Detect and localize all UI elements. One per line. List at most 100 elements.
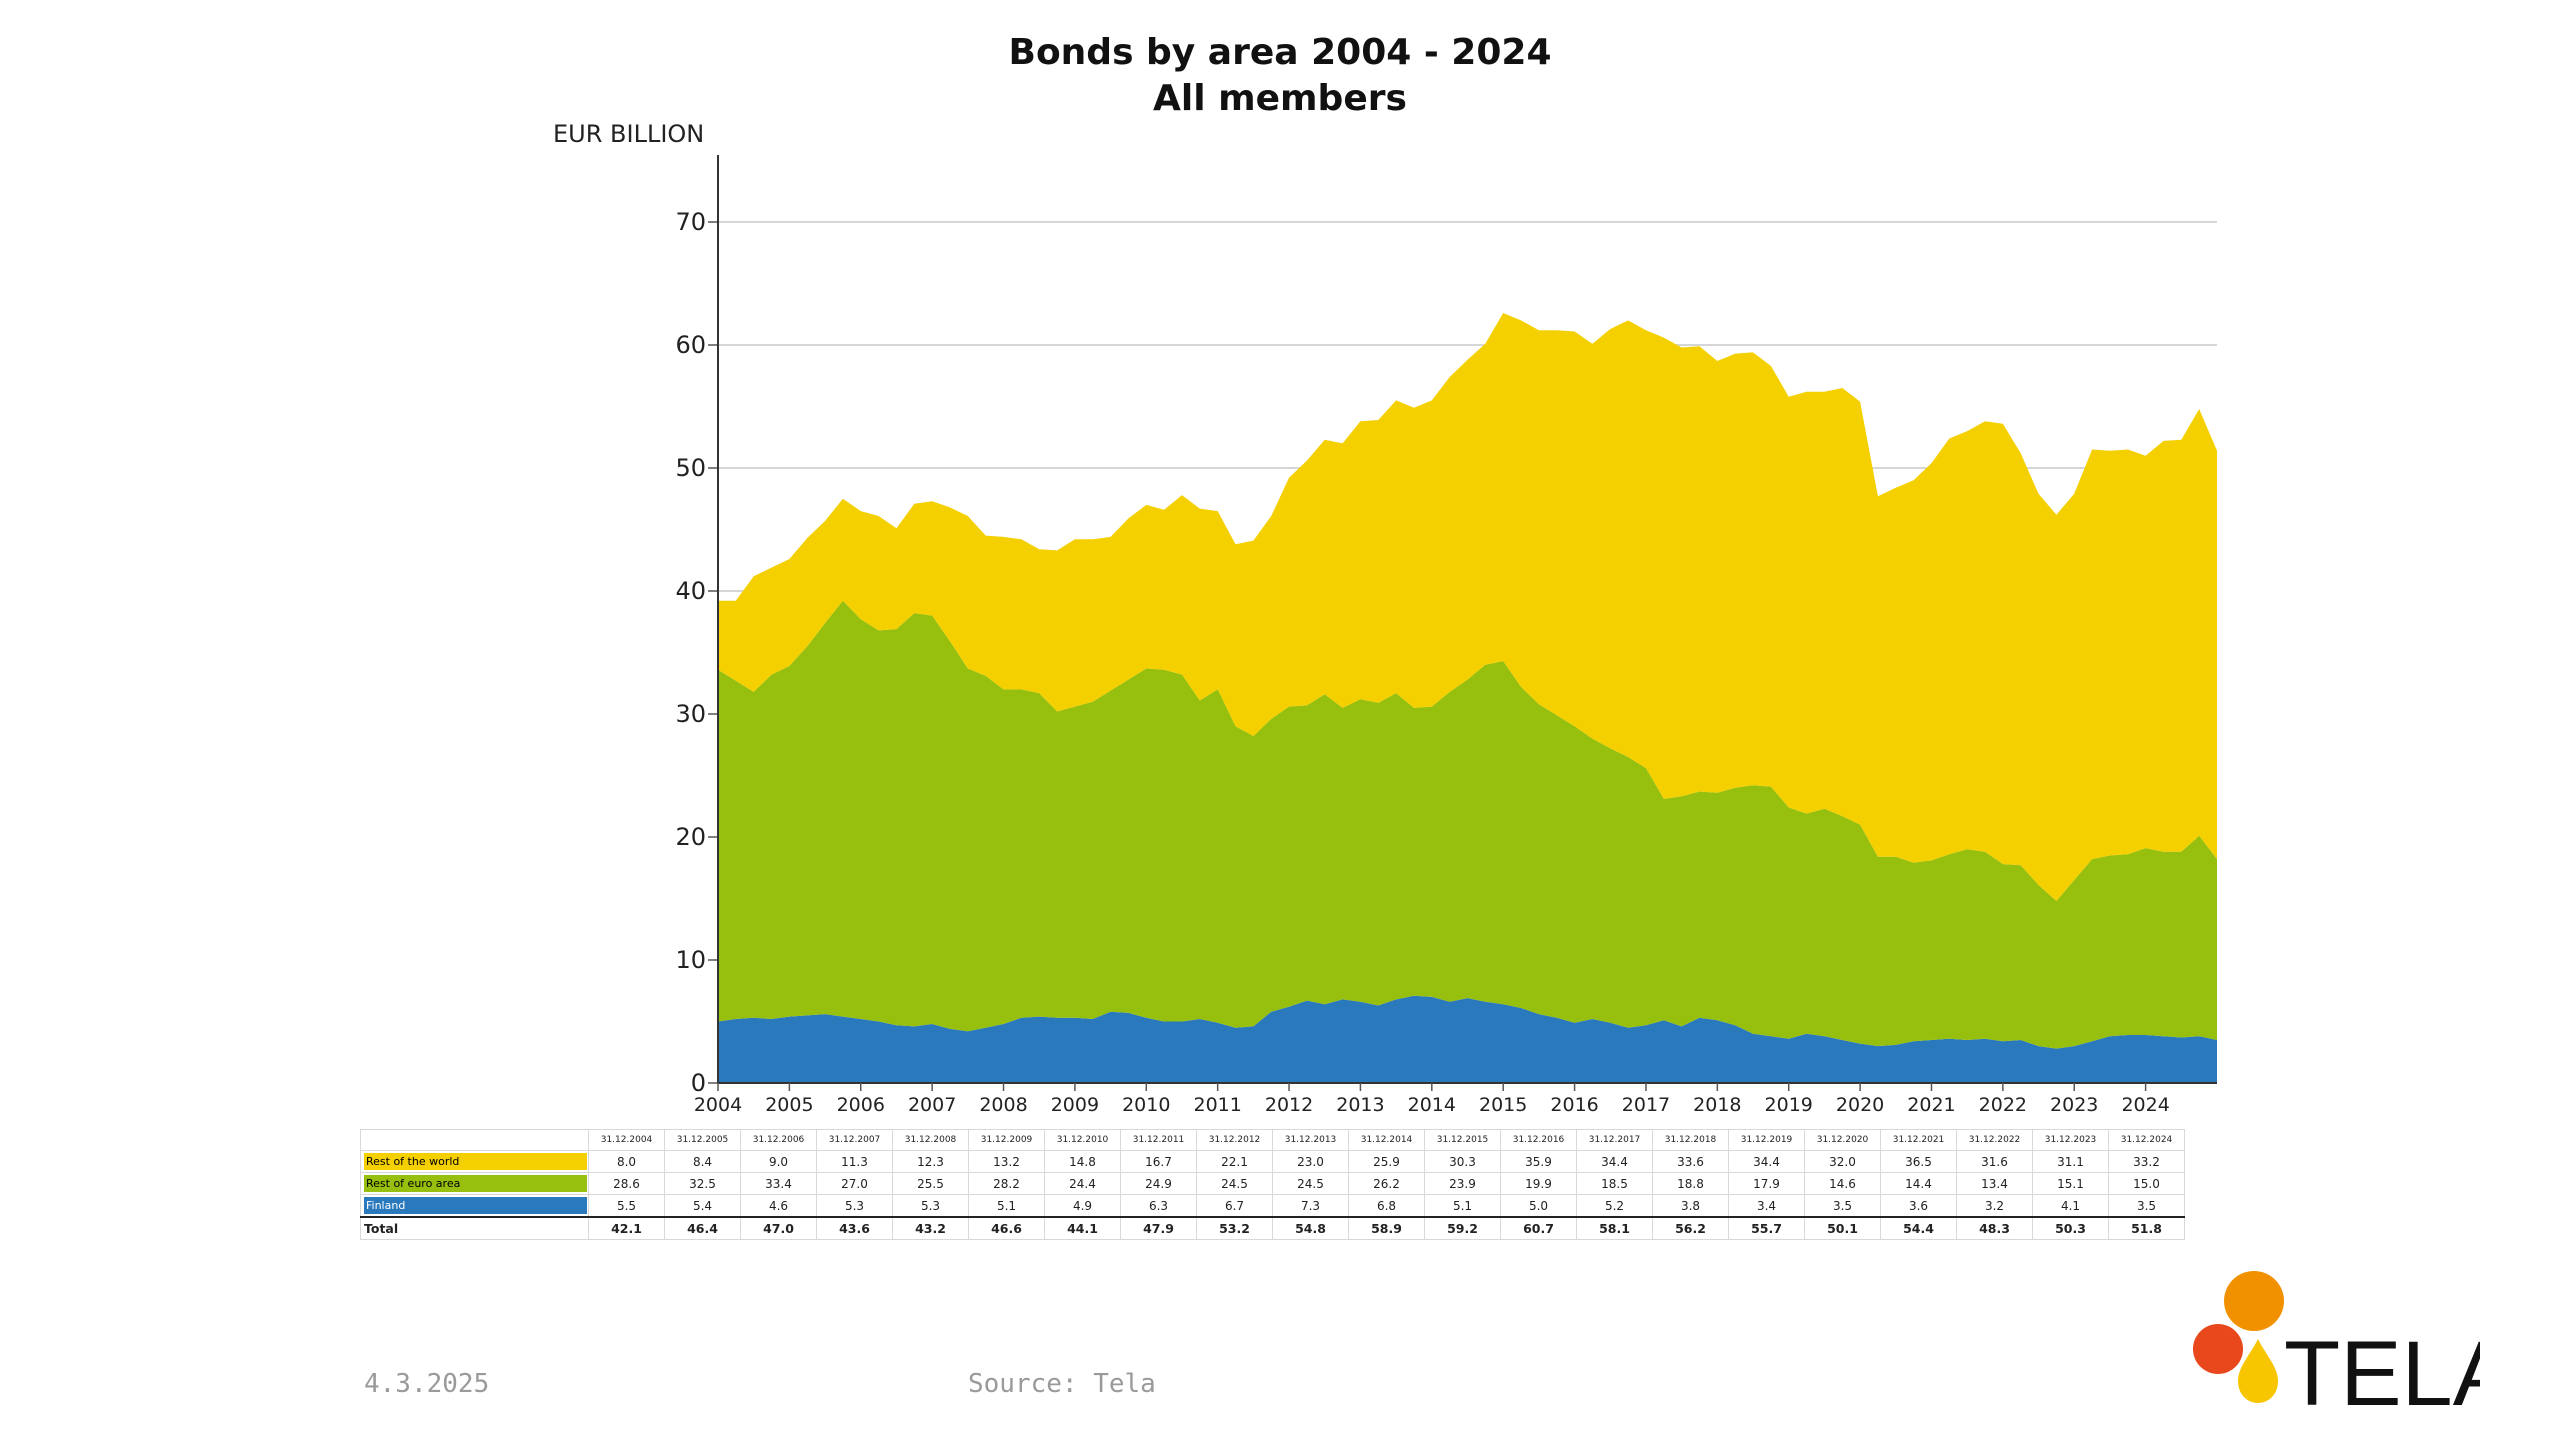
table-total-cell: 51.8 bbox=[2108, 1216, 2185, 1240]
table-cell: 28.2 bbox=[968, 1172, 1045, 1195]
y-tick-label: 50 bbox=[675, 454, 706, 482]
table-total-cell: 54.4 bbox=[1880, 1216, 1957, 1240]
x-tick-label: 2007 bbox=[908, 1094, 956, 1116]
table-total-cell: 59.2 bbox=[1424, 1216, 1501, 1240]
table-header-cell: 31.12.2024 bbox=[2108, 1129, 2185, 1151]
table-total-cell: 54.8 bbox=[1272, 1216, 1349, 1240]
table-total-cell: 50.1 bbox=[1804, 1216, 1881, 1240]
table-header-cell: 31.12.2004 bbox=[588, 1129, 665, 1151]
table-total-label: Total bbox=[360, 1216, 589, 1240]
table-cell: 8.0 bbox=[588, 1150, 665, 1173]
y-tick-label: 70 bbox=[675, 208, 706, 236]
table-row-label: Finland bbox=[360, 1194, 589, 1218]
axes: 0 10 20 30 40 50 60 70 2004 2005 2006 2007 2008 2009 2… bbox=[675, 155, 2217, 1116]
table-row-label: Rest of euro area bbox=[360, 1172, 589, 1195]
table-header-cell: 31.12.2021 bbox=[1880, 1129, 1957, 1151]
x-tick-label: 2012 bbox=[1265, 1094, 1313, 1116]
table-total-cell: 43.6 bbox=[816, 1216, 893, 1240]
table-cell: 5.2 bbox=[1576, 1194, 1653, 1218]
table-cell: 24.9 bbox=[1120, 1172, 1197, 1195]
y-axis-unit-label: EUR BILLION bbox=[553, 120, 705, 148]
table-header-cell: 31.12.2016 bbox=[1500, 1129, 1577, 1151]
logo-red-circle bbox=[2193, 1324, 2243, 1374]
y-tick-label: 20 bbox=[675, 823, 706, 851]
x-tick-label: 2022 bbox=[1979, 1094, 2027, 1116]
table-total-cell: 55.7 bbox=[1728, 1216, 1805, 1240]
table-cell: 3.5 bbox=[2108, 1194, 2185, 1218]
data-table: 31.12.2004 31.12.2005 31.12.2006 31.12.2007… bbox=[360, 1129, 2185, 1240]
table-cell: 28.6 bbox=[588, 1172, 665, 1195]
table-total-cell: 46.4 bbox=[664, 1216, 741, 1240]
y-tick-label: 10 bbox=[675, 946, 706, 974]
area-series-group bbox=[718, 313, 2217, 1083]
x-tick-label: 2006 bbox=[837, 1094, 885, 1116]
table-header-cell: 31.12.2013 bbox=[1272, 1129, 1349, 1151]
x-tick-label: 2010 bbox=[1122, 1094, 1170, 1116]
table-header-cell: 31.12.2023 bbox=[2032, 1129, 2109, 1151]
table-row-label: Rest of the world bbox=[360, 1150, 589, 1173]
table-cell: 5.5 bbox=[588, 1194, 665, 1218]
table-cell: 13.4 bbox=[1956, 1172, 2033, 1195]
x-tick-label: 2017 bbox=[1622, 1094, 1670, 1116]
table-total-cell: 47.0 bbox=[740, 1216, 817, 1240]
table-cell: 9.0 bbox=[740, 1150, 817, 1173]
table-cell: 14.4 bbox=[1880, 1172, 1957, 1195]
table-cell: 31.1 bbox=[2032, 1150, 2109, 1173]
table-cell: 4.9 bbox=[1044, 1194, 1121, 1218]
legend-swatch-label: Finland bbox=[364, 1197, 587, 1214]
table-row: Total 42.1 46.4 47.0 43.6 43.2 46.6 44.1 47.9 53.… bbox=[360, 1216, 2185, 1240]
table-cell: 17.9 bbox=[1728, 1172, 1805, 1195]
table-total-cell: 42.1 bbox=[588, 1216, 665, 1240]
table-cell: 36.5 bbox=[1880, 1150, 1957, 1173]
y-tick-label: 30 bbox=[675, 700, 706, 728]
stacked-area-chart: 0 10 20 30 40 50 60 70 2004 2005 2006 2007 2008 2009 2… bbox=[675, 155, 2217, 1116]
table-cell: 33.4 bbox=[740, 1172, 817, 1195]
table-cell: 12.3 bbox=[892, 1150, 969, 1173]
table-cell: 6.8 bbox=[1348, 1194, 1425, 1218]
table-header-cell: 31.12.2006 bbox=[740, 1129, 817, 1151]
table-cell: 34.4 bbox=[1728, 1150, 1805, 1173]
table-header-cell: 31.12.2008 bbox=[892, 1129, 969, 1151]
table-total-cell: 43.2 bbox=[892, 1216, 969, 1240]
table-cell: 15.0 bbox=[2108, 1172, 2185, 1195]
area-series-rest-of-euro-area bbox=[718, 600, 2217, 1049]
table-header-cell: 31.12.2019 bbox=[1728, 1129, 1805, 1151]
table-cell: 32.5 bbox=[664, 1172, 741, 1195]
table-header-cell: 31.12.2007 bbox=[816, 1129, 893, 1151]
table-cell: 5.3 bbox=[816, 1194, 893, 1218]
x-tick-label: 2015 bbox=[1479, 1094, 1527, 1116]
table-header-cell: 31.12.2017 bbox=[1576, 1129, 1653, 1151]
table-cell: 26.2 bbox=[1348, 1172, 1425, 1195]
table-cell: 3.8 bbox=[1652, 1194, 1729, 1218]
chart-title: Bonds by area 2004 - 2024 All members bbox=[0, 30, 2560, 122]
table-cell: 25.5 bbox=[892, 1172, 969, 1195]
table-header-cell: 31.12.2009 bbox=[968, 1129, 1045, 1151]
table-row: 31.12.2004 31.12.2005 31.12.2006 31.12.2007… bbox=[360, 1129, 2185, 1151]
area-series-rest-of-the-world bbox=[718, 313, 2217, 901]
table-header-cell: 31.12.2005 bbox=[664, 1129, 741, 1151]
table-row: Finland 5.5 5.4 4.6 5.3 5.3 5.1 4.9 6.3 6.7 7.3 6.8… bbox=[360, 1194, 2185, 1218]
table-cell: 14.8 bbox=[1044, 1150, 1121, 1173]
x-tick-label: 2019 bbox=[1765, 1094, 1813, 1116]
table-header-cell: 31.12.2020 bbox=[1804, 1129, 1881, 1151]
table-total-cell: 53.2 bbox=[1196, 1216, 1273, 1240]
table-cell: 24.5 bbox=[1272, 1172, 1349, 1195]
table-cell: 5.1 bbox=[968, 1194, 1045, 1218]
x-tick-label: 2018 bbox=[1693, 1094, 1741, 1116]
table-cell: 33.2 bbox=[2108, 1150, 2185, 1173]
table-cell: 35.9 bbox=[1500, 1150, 1577, 1173]
table-cell: 25.9 bbox=[1348, 1150, 1425, 1173]
table-header-cell: 31.12.2011 bbox=[1120, 1129, 1197, 1151]
table-cell: 24.5 bbox=[1196, 1172, 1273, 1195]
table-cell: 13.2 bbox=[968, 1150, 1045, 1173]
area-series-finland bbox=[718, 995, 2217, 1083]
table-total-cell: 58.9 bbox=[1348, 1216, 1425, 1240]
table-cell: 18.8 bbox=[1652, 1172, 1729, 1195]
table-cell: 4.1 bbox=[2032, 1194, 2109, 1218]
table-cell: 3.6 bbox=[1880, 1194, 1957, 1218]
table-cell: 19.9 bbox=[1500, 1172, 1577, 1195]
x-tick-label: 2004 bbox=[694, 1094, 742, 1116]
table-cell: 31.6 bbox=[1956, 1150, 2033, 1173]
x-tick-label: 2020 bbox=[1836, 1094, 1884, 1116]
table-cell: 8.4 bbox=[664, 1150, 741, 1173]
